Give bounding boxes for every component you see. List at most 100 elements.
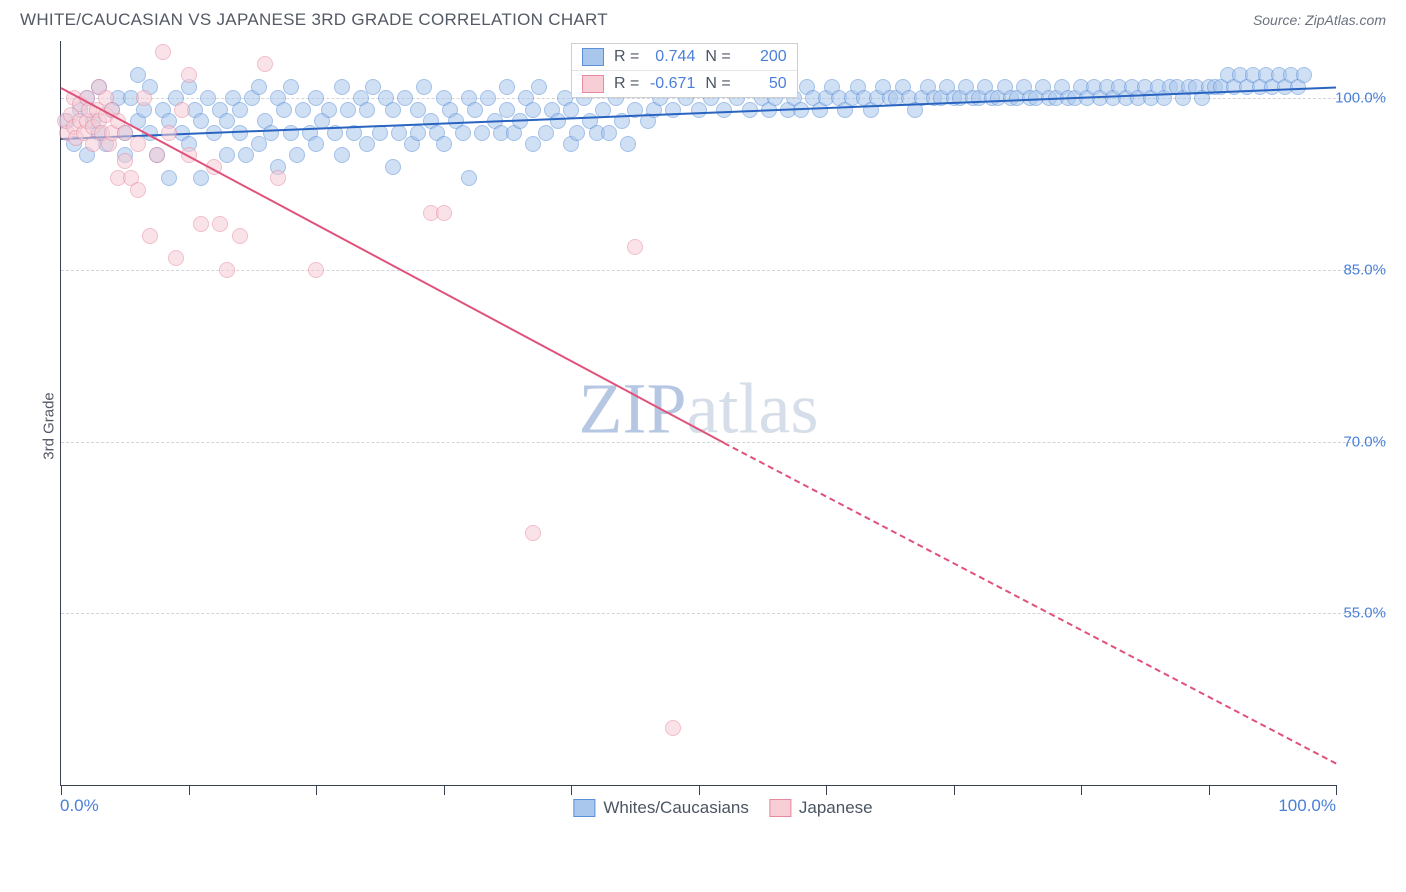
chart-container: 3rd Grade ZIPatlas 55.0%70.0%85.0%100.0%…: [60, 36, 1386, 816]
data-point: [627, 239, 643, 255]
x-tick: [444, 785, 445, 795]
chart-title: WHITE/CAUCASIAN VS JAPANESE 3RD GRADE CO…: [20, 10, 608, 30]
data-point: [1296, 67, 1312, 83]
legend-swatch: [582, 48, 604, 66]
x-tick: [571, 785, 572, 795]
data-point: [130, 182, 146, 198]
data-point: [436, 205, 452, 221]
x-tick: [699, 785, 700, 795]
data-point: [563, 102, 579, 118]
data-point: [181, 67, 197, 83]
data-point: [538, 125, 554, 141]
y-axis-title: 3rd Grade: [40, 392, 57, 460]
data-point: [569, 125, 585, 141]
data-point: [276, 102, 292, 118]
stats-legend-row: R =0.744N =200: [572, 44, 797, 71]
data-point: [251, 136, 267, 152]
data-point: [161, 125, 177, 141]
data-point: [416, 79, 432, 95]
x-max-label: 100.0%: [1278, 796, 1336, 816]
data-point: [525, 136, 541, 152]
data-point: [499, 79, 515, 95]
data-point: [665, 720, 681, 736]
data-point: [410, 125, 426, 141]
data-point: [525, 102, 541, 118]
x-tick: [1336, 785, 1337, 795]
data-point: [219, 147, 235, 163]
gridline-horizontal: [61, 270, 1386, 271]
data-point: [257, 56, 273, 72]
y-tick-label: 55.0%: [1343, 605, 1386, 622]
data-point: [550, 113, 566, 129]
legend-swatch: [769, 799, 791, 817]
data-point: [461, 170, 477, 186]
y-tick-label: 70.0%: [1343, 433, 1386, 450]
legend-item: Whites/Caucasians: [573, 798, 749, 818]
data-point: [716, 102, 732, 118]
x-tick: [316, 785, 317, 795]
data-point: [251, 79, 267, 95]
data-point: [308, 136, 324, 152]
data-point: [359, 102, 375, 118]
data-point: [385, 102, 401, 118]
data-point: [232, 102, 248, 118]
r-value: -0.671: [645, 75, 695, 93]
data-point: [289, 147, 305, 163]
data-point: [334, 79, 350, 95]
data-point: [295, 102, 311, 118]
data-point: [238, 147, 254, 163]
data-point: [193, 216, 209, 232]
data-point: [340, 102, 356, 118]
n-value: 200: [737, 48, 787, 66]
data-point: [283, 125, 299, 141]
data-point: [321, 102, 337, 118]
y-tick-label: 100.0%: [1335, 90, 1386, 107]
data-point: [212, 216, 228, 232]
x-tick: [826, 785, 827, 795]
data-point: [436, 136, 452, 152]
data-point: [283, 79, 299, 95]
x-tick: [1081, 785, 1082, 795]
data-point: [130, 136, 146, 152]
r-value: 0.744: [645, 48, 695, 66]
data-point: [149, 147, 165, 163]
r-label: R =: [614, 75, 639, 93]
data-point: [385, 159, 401, 175]
watermark-text: ZIPatlas: [579, 367, 819, 450]
data-point: [474, 125, 490, 141]
gridline-horizontal: [61, 613, 1386, 614]
x-tick: [61, 785, 62, 795]
data-point: [531, 79, 547, 95]
data-point: [334, 147, 350, 163]
plot-area: ZIPatlas 55.0%70.0%85.0%100.0%R =0.744N …: [60, 41, 1336, 786]
data-point: [691, 102, 707, 118]
data-point: [136, 90, 152, 106]
legend-item: Japanese: [769, 798, 873, 818]
data-point: [168, 250, 184, 266]
data-point: [193, 170, 209, 186]
legend-swatch: [573, 799, 595, 817]
r-label: R =: [614, 48, 639, 66]
data-point: [219, 262, 235, 278]
stats-legend-row: R = -0.671 N = 50: [572, 71, 797, 97]
x-tick: [954, 785, 955, 795]
data-point: [174, 102, 190, 118]
n-label: N =: [705, 75, 730, 93]
data-point: [263, 125, 279, 141]
data-point: [155, 44, 171, 60]
x-min-label: 0.0%: [60, 796, 99, 816]
data-point: [620, 136, 636, 152]
data-point: [525, 525, 541, 541]
x-tick: [1209, 785, 1210, 795]
source-label: Source: ZipAtlas.com: [1253, 12, 1386, 28]
data-point: [601, 125, 617, 141]
data-point: [455, 125, 471, 141]
stats-legend: R = 0.744 N = 200 R = -0.671 N = 50: [571, 43, 798, 98]
n-value: 50: [737, 75, 787, 93]
data-point: [117, 153, 133, 169]
data-point: [467, 102, 483, 118]
legend-label: Japanese: [799, 798, 873, 818]
data-point: [480, 90, 496, 106]
trend-line: [724, 442, 1337, 764]
data-point: [142, 228, 158, 244]
